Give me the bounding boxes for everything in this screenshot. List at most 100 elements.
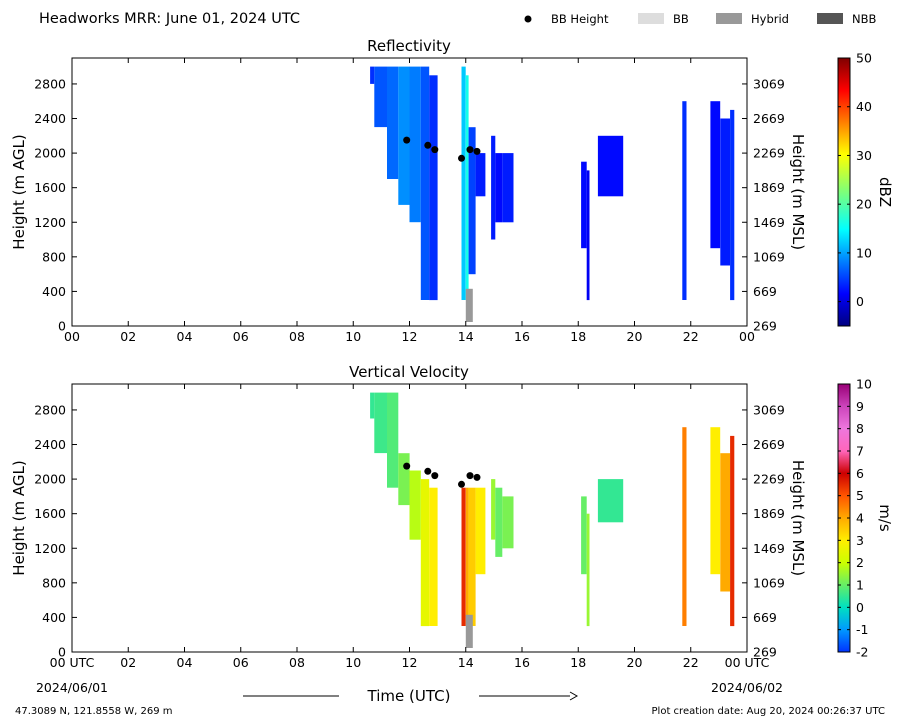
colorbar-tick-label: 9 [856,399,864,414]
echo-cell [491,135,496,240]
colorbar-tick-label: 10 [856,377,872,392]
echo-cell [720,118,731,266]
colorbar-tick-label: 0 [856,600,864,615]
echo-cell [420,66,430,300]
footer-location: 47.3089 N, 121.8558 W, 269 m [15,706,173,717]
echo-cell [387,66,399,179]
legend-bb-label: BB [673,12,689,26]
colorbar-tick-label: 7 [856,444,864,459]
echo-cell [682,101,687,300]
velocity-ylabel-right: Height (m MSL) [789,460,807,576]
reflectivity-colorbar-ticks: 0 10 20 30 40 50 [838,51,872,309]
x-axis-label: Time (UTC) [367,687,451,705]
colorbar-tick-label: 3 [856,533,864,548]
legend-hybrid-swatch [716,13,742,24]
bb-height-point [403,462,411,470]
colorbar-tick-label: 6 [856,466,864,481]
x-tick-label: 10 [345,329,361,344]
echo-cell [491,479,496,540]
echo-cell [730,109,735,301]
y-tick-right-label: 669 [753,284,777,299]
echo-cell [461,487,466,626]
colorbar-tick-label: 10 [856,245,872,260]
bb-height-point [458,154,465,162]
bb-height-point [466,472,474,480]
y-tick-label: 2400 [34,437,66,452]
bb-height-point [466,146,474,154]
y-tick-label: 2800 [34,76,66,91]
echo-cell [586,170,590,301]
x-tick-label: 00 [739,329,755,344]
x-tick-label: 12 [402,655,418,670]
colorbar-tick-label: 40 [856,99,872,114]
x-tick-label: 08 [289,329,305,344]
y-tick-right-label: 1869 [753,180,785,195]
colorbar-tick-label: 1 [856,578,864,593]
velocity-ylabel-left: Height (m AGL) [10,460,28,575]
bb-height-point [424,141,432,149]
y-tick-label: 400 [42,610,66,625]
echo-cell [468,487,476,626]
legend-bb-height-label: BB Height [551,12,609,26]
echo-cell [581,496,587,575]
footer-creation-date: Plot creation date: Aug 20, 2024 00:26:3… [652,706,885,717]
y-tick-right-label: 2669 [753,111,785,126]
echo-cell [465,75,469,301]
echo-cell [370,66,375,84]
x-tick-label: 08 [289,655,305,670]
x-tick-label: 16 [514,655,530,670]
y-tick-label: 2000 [34,472,66,487]
echo-cell [502,496,514,549]
bb-type-bar-hybrid [465,614,473,648]
y-tick-right-label: 1469 [753,541,785,556]
colorbar-tick-label: 0 [856,294,864,309]
echo-cell [682,427,687,626]
echo-cell [720,453,731,592]
velocity-colorbar-label: m/s [876,504,894,532]
y-tick-right-label: 2669 [753,437,785,452]
x-tick-label: 20 [627,655,643,670]
legend-bb-swatch [638,13,664,24]
echo-cell [495,153,503,223]
echo-cell [465,487,469,626]
y-tick-right-label: 1869 [753,506,785,521]
legend-nbb-swatch [817,13,843,24]
colorbar-tick-label: 50 [856,51,872,66]
x-tick-label: 00 UTC [725,655,770,670]
bb-height-point [473,473,481,481]
y-tick-label: 1200 [34,215,66,230]
x-tick-label: 02 [120,329,136,344]
y-tick-label: 800 [42,249,66,264]
echo-cell [461,66,466,300]
echo-cell [429,487,438,626]
velocity-colorbar-ticks: -2 -1 0 1 2 3 4 5 6 7 8 9 10 [838,377,872,660]
x-tick-label: 02 [120,655,136,670]
echo-cell [409,66,421,223]
colorbar-tick-label: -2 [856,645,868,660]
y-tick-label: 0 [58,319,66,334]
colorbar-tick-label: 5 [856,488,864,503]
y-tick-label: 2400 [34,111,66,126]
bb-height-point [458,480,465,488]
date-end-label: 2024/06/02 [711,680,783,695]
x-tick-label: 12 [402,329,418,344]
echo-cell [374,392,387,454]
x-tick-label: 06 [233,329,249,344]
x-tick-label: 16 [514,329,530,344]
y-tick-right-label: 2269 [753,472,785,487]
echo-cell [586,513,590,627]
reflectivity-panel: Reflectivity 00 02 04 06 08 10 12 14 16 18 20 22 000… [10,37,894,344]
echo-cell [370,392,375,419]
reflectivity-title: Reflectivity [367,37,451,55]
y-tick-right-label: 3069 [753,402,785,417]
y-tick-right-label: 669 [753,610,777,625]
velocity-panel: Vertical Velocity 00 UTC 02 04 06 08 10 12 14 16… [10,363,894,670]
reflectivity-ylabel-left: Height (m AGL) [10,134,28,249]
velocity-ticks: 00 UTC 02 04 06 08 10 12 14 16 18 20 22 00 UTC040080… [34,384,785,670]
legend-hybrid-label: Hybrid [751,12,789,26]
velocity-title: Vertical Velocity [349,363,469,381]
y-tick-label: 800 [42,575,66,590]
x-tick-label: 22 [683,655,699,670]
echo-cell [495,487,503,557]
